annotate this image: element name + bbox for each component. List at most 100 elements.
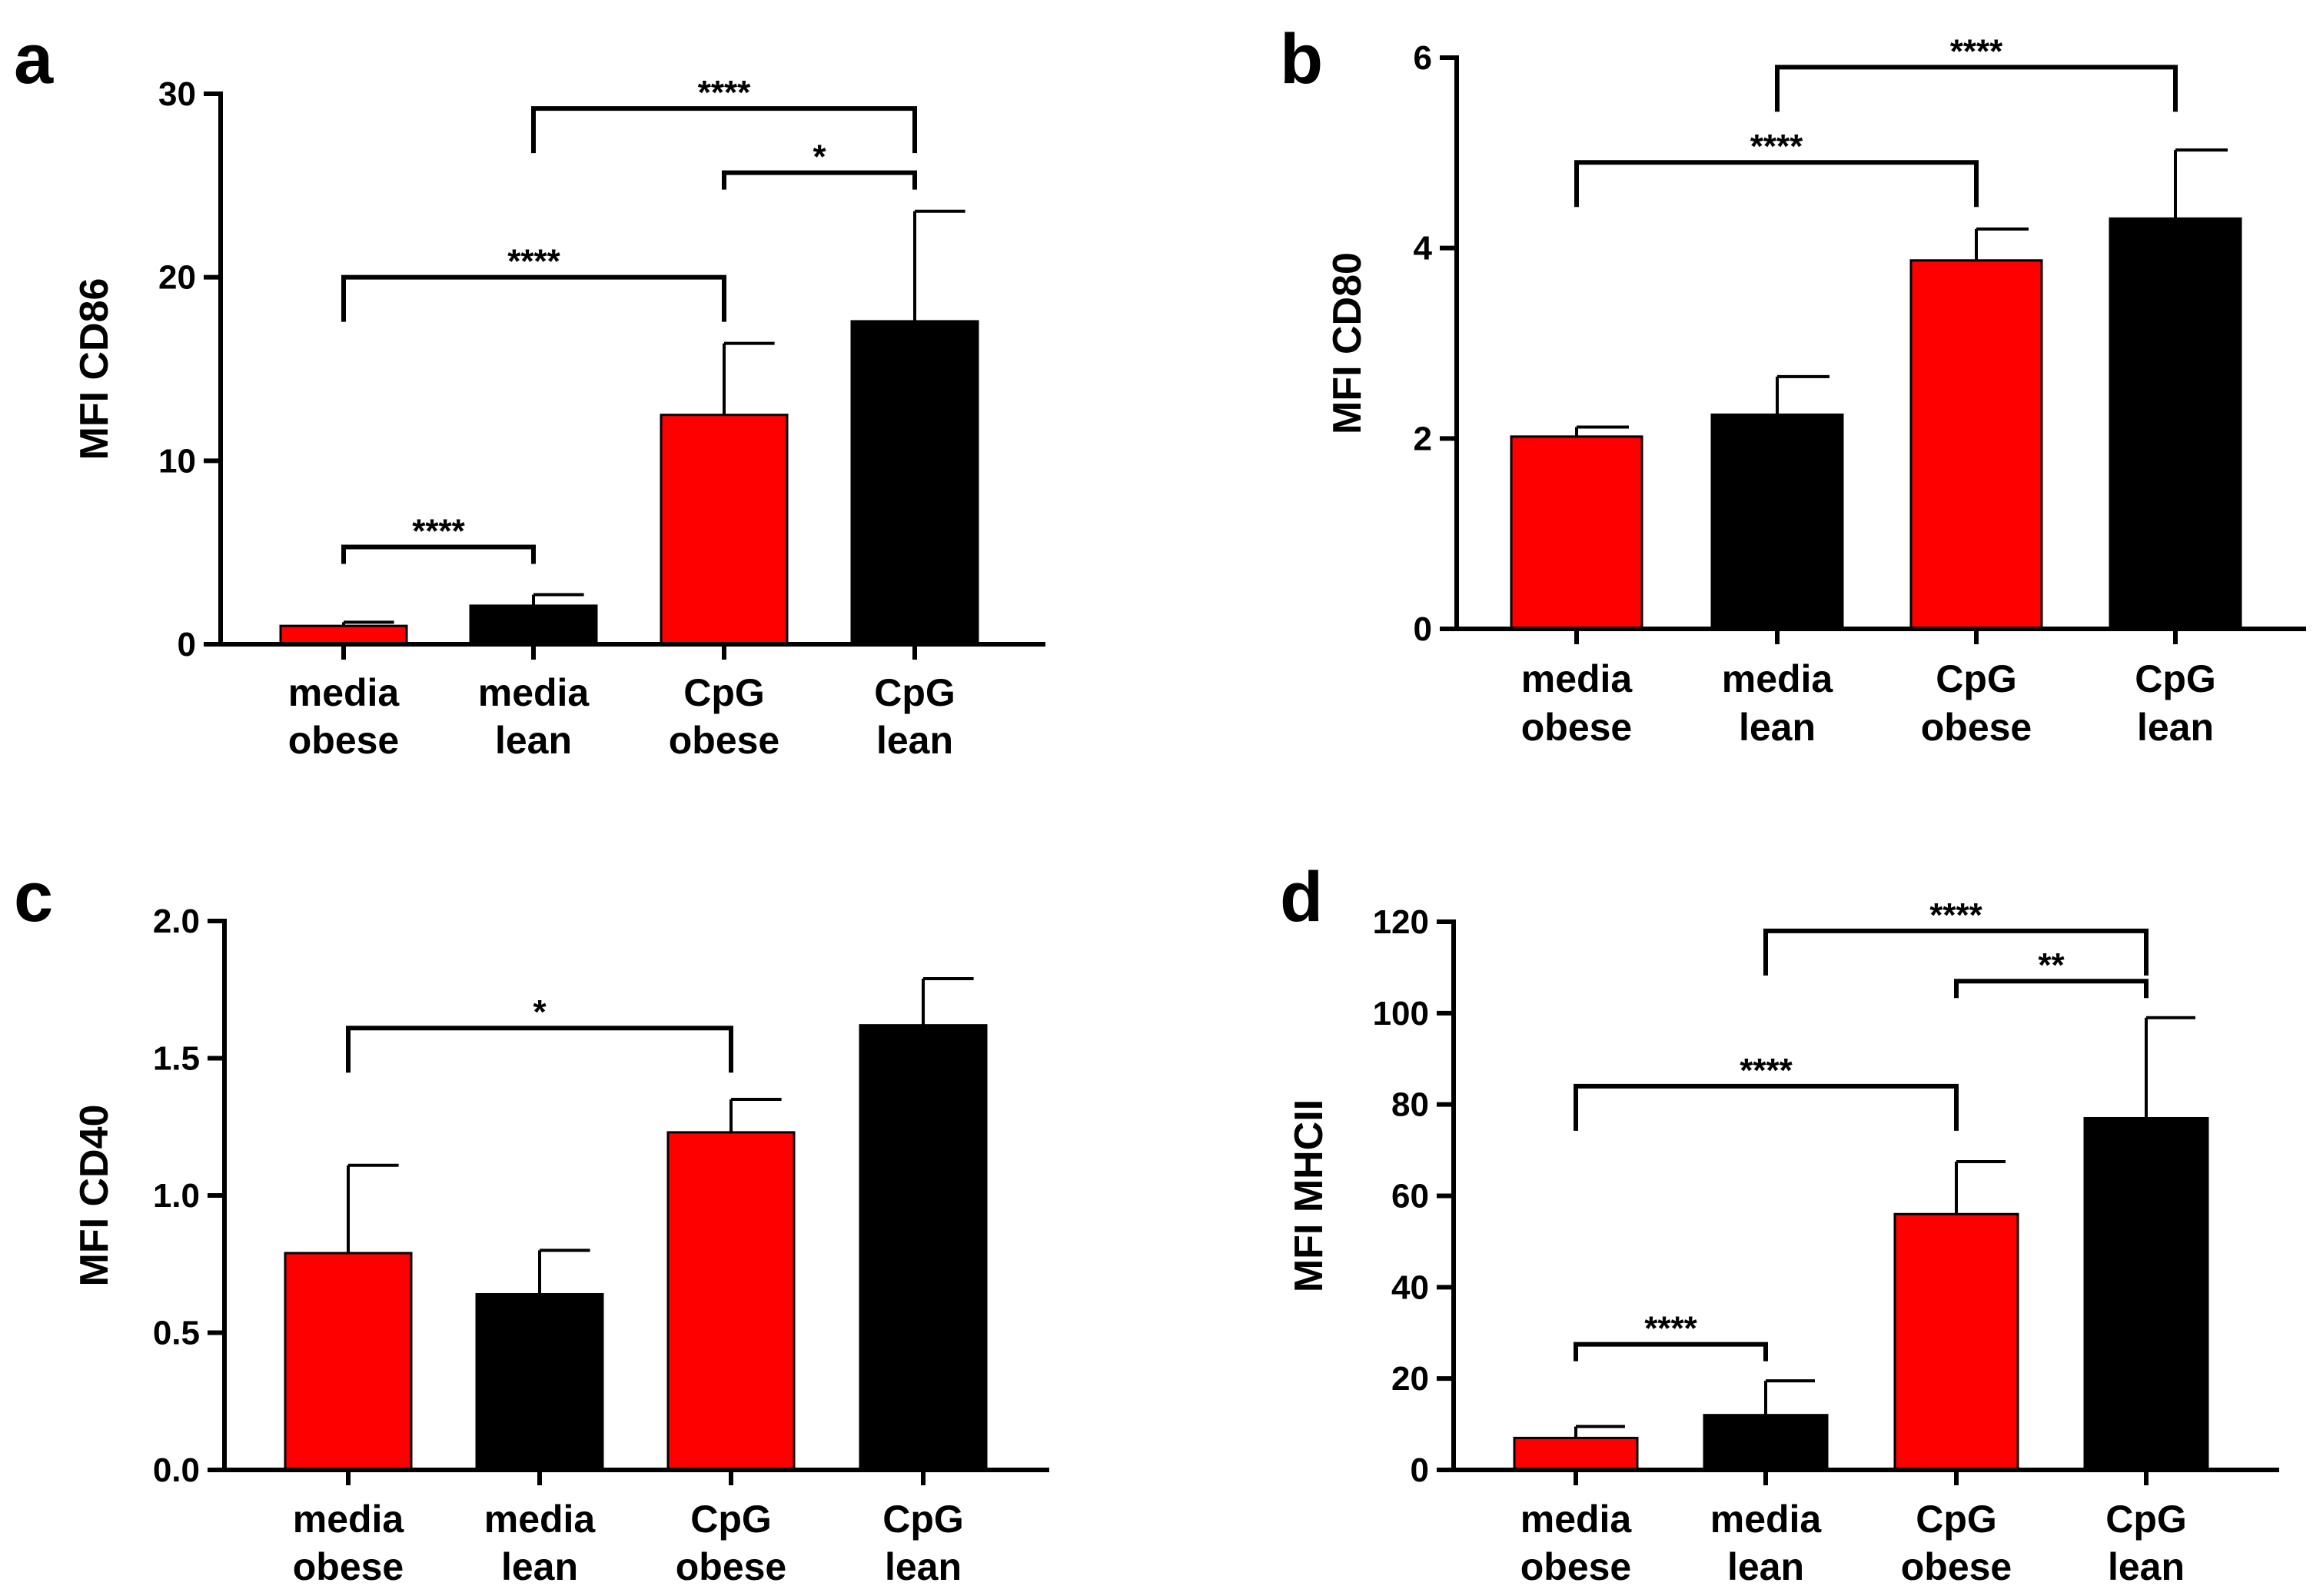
y-tick-label: 60 [1391,1178,1429,1215]
x-tick-label: obese [1521,706,1633,749]
x-tick-label: media [478,671,590,714]
bar-CpG-lean [2083,1116,2209,1471]
bar-CpG-obese [1893,1212,2019,1471]
significance-label: **** [698,74,751,111]
bar-media-lean [475,1293,604,1471]
bar-media-obese [1513,1436,1639,1471]
x-tick-label: lean [876,719,953,762]
y-tick-label: 20 [158,259,196,297]
y-tick-label: 2 [1414,420,1432,457]
y-tick-label: 0 [1414,610,1432,648]
significance-label: **** [507,243,560,281]
x-tick-label: lean [1727,1545,1804,1588]
chart-panel-c: c0.00.51.01.52.0mediaobesemedialeanCpGob… [14,858,1049,1588]
y-tick-label: 80 [1391,1086,1429,1124]
significance-bracket [531,106,917,154]
bar-CpG-lean [2109,217,2242,630]
significance-bracket [1775,65,2178,112]
x-tick-label: obese [1901,1545,2012,1588]
x-tick-label: obese [288,719,400,762]
significance-bracket [346,1026,733,1073]
y-tick-label: 2.0 [153,903,200,940]
chart-panel-a: a 0 10 20 30 media obese media lean CpG obese CpG le… [14,20,1045,762]
bar-CpG-obese [1909,259,2043,630]
significance-bracket [1574,160,1979,208]
bar-media-obese [1510,435,1643,630]
x-tick-label: media [288,671,400,714]
y-tick-label: 100 [1373,995,1429,1032]
bar-media-lean [1710,413,1844,630]
significance-bracket [341,274,726,322]
y-tick-label: 120 [1373,903,1429,941]
significance-label: **** [1950,32,2003,70]
x-tick-label: obese [293,1545,404,1588]
bar-media-obese [279,624,408,646]
x-tick-label: CpG [2105,1498,2187,1541]
x-tick-label: CpG [690,1498,772,1541]
x-tick-label: lean [885,1545,962,1588]
y-tick-label: 1.5 [153,1040,200,1078]
x-tick-label: lean [501,1545,578,1588]
x-tick-label: lean [2137,706,2214,749]
bar-media-lean [469,604,598,646]
bar-CpG-obese [666,1131,796,1471]
y-tick-label: 0 [1411,1451,1429,1489]
y-axis-title: MFI CD80 [1325,252,1370,434]
y-tick-label: 0 [178,626,196,663]
panel-letter: d [1280,858,1323,936]
significance-bracket [722,170,917,190]
x-tick-label: media [293,1498,405,1541]
panel-letter: a [14,20,54,98]
significance-label: * [533,993,547,1031]
x-tick-label: CpG [1936,657,2017,700]
panel-letter: b [1280,20,1323,98]
significance-bracket [1574,1342,1768,1362]
significance-label: **** [1740,1052,1793,1089]
x-tick-label: obese [1520,1545,1632,1588]
significance-label: **** [1644,1310,1697,1348]
significance-bracket [1574,1083,1959,1131]
significance-label: * [813,138,826,176]
y-tick-label: 10 [158,442,196,480]
x-tick-label: obese [676,1545,787,1588]
x-tick-label: obese [669,719,780,762]
x-tick-label: obese [1921,706,2032,749]
bar-media-lean [1703,1414,1829,1471]
x-tick-label: CpG [683,671,765,714]
y-tick-label: 20 [1391,1360,1429,1398]
x-tick-label: CpG [874,671,955,714]
y-axis-title: MFI MHCII [1287,1099,1331,1292]
y-tick-label: 4 [1414,230,1433,268]
y-axis-title: MFI CD86 [72,278,117,461]
significance-label: **** [412,513,465,550]
x-tick-label: lean [495,719,572,762]
significance-label: ** [2038,946,2065,984]
bar-media-obese [284,1252,413,1471]
x-tick-label: media [1710,1498,1823,1541]
y-tick-label: 40 [1391,1268,1429,1306]
y-tick-label: 30 [158,75,196,113]
chart-panel-d: d020406080100120mediaobesemedialeanCpGob… [1280,858,2279,1588]
chart-panel-b: b 0 2 4 6 media obese media lean CpG obese CpG lean M… [1280,20,2306,749]
bar-CpG-lean [859,1024,988,1471]
y-axis-title: MFI CD40 [72,1105,117,1287]
y-tick-label: 0.0 [153,1451,200,1489]
x-tick-label: CpG [1916,1498,1997,1541]
x-tick-label: CpG [2135,657,2216,700]
panel-letter: c [14,858,53,936]
y-tick-label: 6 [1414,39,1432,77]
x-tick-label: media [1722,657,1834,700]
y-tick-label: 0.5 [153,1315,200,1352]
y-tick-label: 1.0 [153,1177,200,1215]
x-tick-label: media [1520,1498,1633,1541]
significance-label: **** [1750,128,1803,165]
x-tick-label: lean [2108,1545,2185,1588]
bar-CpG-obese [660,414,789,646]
x-tick-label: lean [1739,706,1816,749]
bar-CpG-lean [850,320,979,646]
significance-bracket [1763,928,2149,976]
x-tick-label: CpG [882,1498,964,1541]
x-tick-label: media [484,1498,597,1541]
significance-bracket [1954,979,2149,999]
